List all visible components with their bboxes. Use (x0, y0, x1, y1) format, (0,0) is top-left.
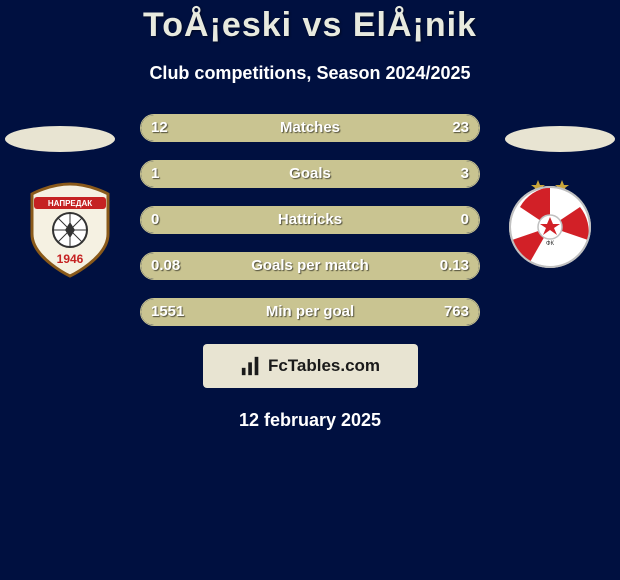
star-crest-icon: ФК (500, 172, 600, 272)
stat-row-hattricks: 0 Hattricks 0 (140, 206, 480, 234)
svg-text:НАПРЕДАК: НАПРЕДАК (48, 199, 92, 208)
team-crest-left: НАПРЕДАК 1946 (20, 180, 120, 280)
left-player-ellipse (5, 126, 115, 152)
stat-row-matches: 12 Matches 23 (140, 114, 480, 142)
stat-label: Goals (141, 161, 479, 187)
stat-row-goals: 1 Goals 3 (140, 160, 480, 188)
stats-container: 12 Matches 23 1 Goals 3 0 Hattricks 0 0.… (140, 114, 480, 326)
page-title: ToÅ¡eski vs ElÅ¡nik (0, 0, 620, 45)
stat-right-value: 3 (461, 161, 469, 187)
stat-right-value: 0.13 (440, 253, 469, 279)
brand-box[interactable]: FcTables.com (203, 344, 418, 388)
right-player-ellipse (505, 126, 615, 152)
stat-row-gpm: 0.08 Goals per match 0.13 (140, 252, 480, 280)
svg-text:ФК: ФК (546, 241, 555, 247)
subtitle: Club competitions, Season 2024/2025 (0, 63, 620, 84)
team-crest-right: ФК (500, 172, 600, 272)
stat-right-value: 23 (452, 115, 469, 141)
brand-text: FcTables.com (268, 356, 380, 376)
stat-label: Hattricks (141, 207, 479, 233)
stat-row-mpg: 1551 Min per goal 763 (140, 298, 480, 326)
comparison-date: 12 february 2025 (0, 410, 620, 431)
stat-right-value: 763 (444, 299, 469, 325)
stat-label: Matches (141, 115, 479, 141)
stat-label: Goals per match (141, 253, 479, 279)
stat-right-value: 0 (461, 207, 469, 233)
svg-text:1946: 1946 (57, 252, 84, 266)
stat-label: Min per goal (141, 299, 479, 325)
shield-icon: НАПРЕДАК 1946 (20, 180, 120, 280)
chart-icon (240, 355, 262, 377)
